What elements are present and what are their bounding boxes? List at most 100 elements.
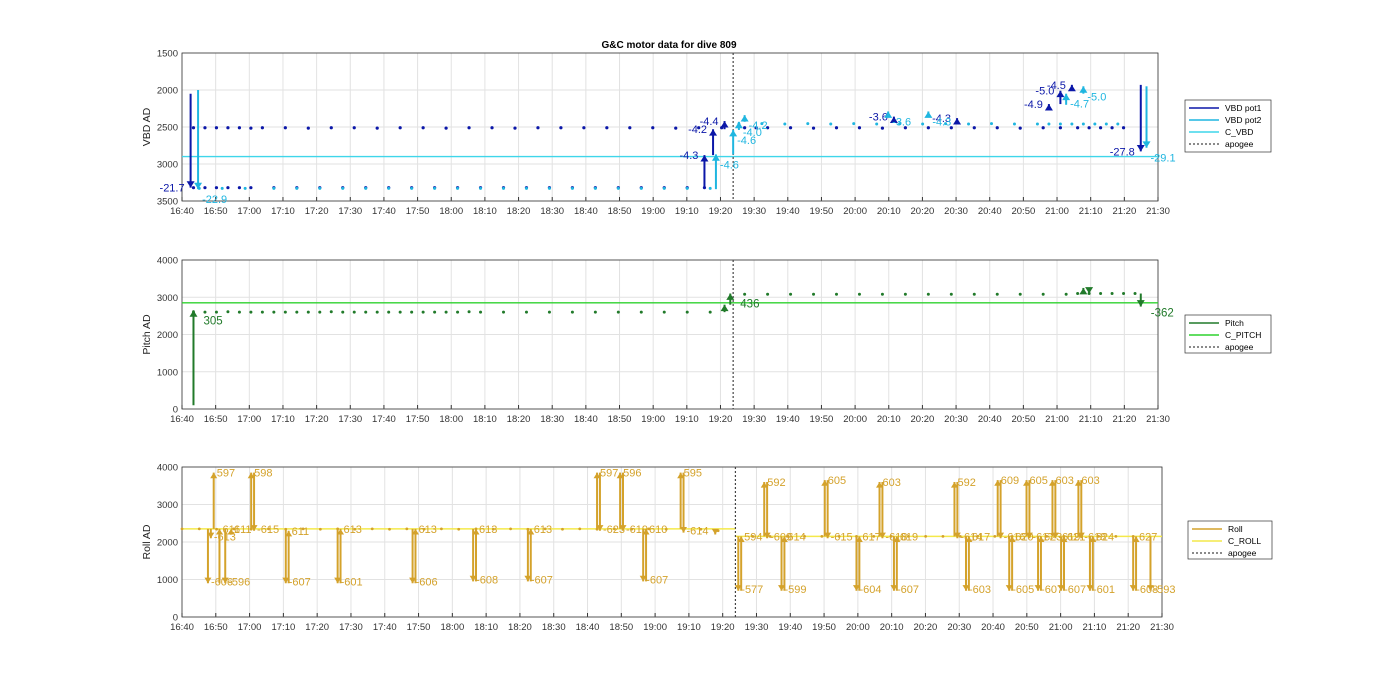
roll-point — [370, 527, 374, 531]
roll-point — [388, 527, 391, 531]
roll-move-head — [737, 536, 745, 542]
vbd-pot2-move-head — [194, 182, 203, 190]
y-tick-label: 2500 — [157, 123, 178, 134]
vbd-pot1-point — [375, 126, 379, 130]
x-tick-label: 21:30 — [1146, 414, 1170, 425]
vbd-pot2-point — [318, 186, 322, 190]
pitch-point — [398, 310, 402, 314]
x-tick-label: 19:40 — [776, 414, 800, 425]
roll-move-head — [778, 585, 786, 591]
x-tick-label: 20:50 — [1015, 622, 1039, 633]
vbd-pot2-move-head — [729, 129, 738, 137]
vbd-pot2-point — [593, 186, 597, 190]
roll-label: 627 — [1139, 531, 1157, 543]
roll-move-head — [210, 472, 218, 479]
roll-label: 603 — [1081, 475, 1099, 487]
vbd-pot2-label: -29.1 — [1151, 153, 1176, 165]
pitch-point — [743, 292, 747, 296]
vbd-pot2-point — [1047, 122, 1051, 126]
vbd-pot2-point — [524, 186, 528, 190]
vbd-pot1-point — [329, 126, 333, 130]
pitch-point — [880, 292, 884, 296]
vbd-pot2-point — [806, 122, 810, 126]
x-tick-label: 17:40 — [373, 622, 397, 633]
vbd-pot2-point — [875, 122, 879, 126]
roll-move-head — [1051, 532, 1059, 539]
roll-move-head — [337, 528, 345, 535]
vbd-pot1-move-head — [889, 116, 898, 124]
x-tick-label: 18:10 — [474, 622, 498, 633]
roll-label: 596 — [623, 468, 641, 480]
x-tick-label: 20:30 — [947, 622, 971, 633]
roll-label: -604 — [859, 584, 881, 596]
x-tick-label: 21:10 — [1079, 206, 1103, 217]
x-tick-label: 17:10 — [271, 414, 295, 425]
roll-point — [197, 527, 201, 531]
roll-label: 605 — [828, 475, 846, 487]
vbd-pot1-point — [651, 126, 655, 130]
vbd-pot1-point — [398, 126, 402, 130]
roll-point — [941, 534, 945, 538]
roll-move-head — [878, 532, 886, 539]
x-tick-label: 19:50 — [812, 622, 836, 633]
vbd-pot1-point — [811, 126, 816, 130]
roll-label: -601 — [341, 576, 363, 588]
roll-move-head — [1060, 536, 1068, 542]
roll-label: 603 — [883, 477, 901, 489]
vbd-pot2-point — [502, 186, 506, 190]
pitch-point — [283, 310, 287, 314]
roll-move-head — [596, 525, 604, 531]
roll-label: 595 — [684, 468, 702, 480]
roll-point — [509, 527, 512, 531]
x-tick-label: 20:40 — [978, 414, 1002, 425]
roll-move-head — [763, 532, 771, 539]
roll-move-head — [527, 528, 535, 535]
y-tick-label: 0 — [173, 405, 178, 416]
x-tick-label: 17:30 — [338, 206, 362, 217]
x-tick-label: 19:00 — [641, 206, 665, 217]
pitch-point — [444, 310, 448, 314]
x-tick-label: 16:50 — [204, 414, 228, 425]
vbd-pot2-point — [685, 186, 689, 190]
vbd-pot2-point — [1093, 122, 1097, 126]
pitch-panel: 16:40 16:50 17:00 17:10 17:20 17:30 17:40 17:50… — [141, 256, 1272, 425]
roll-move-head — [734, 585, 742, 591]
vbd-pot2-move-head — [1142, 141, 1151, 148]
vbd-pot2-point — [570, 186, 574, 190]
x-tick-label: 20:00 — [846, 622, 870, 633]
vbd-pot1-point — [857, 126, 862, 130]
pitch-point — [260, 310, 264, 314]
roll-move-head — [680, 527, 688, 533]
roll-move-head — [469, 575, 477, 582]
roll-move-head — [204, 577, 212, 584]
x-tick-label: 17:30 — [338, 414, 362, 425]
vbd-pot1-point — [628, 126, 632, 130]
roll-move-head — [282, 577, 290, 584]
vbd-pot1-point — [467, 126, 471, 130]
vbd-pot2-point — [662, 186, 666, 190]
pitch-point — [1133, 292, 1137, 296]
pitch-label: 305 — [203, 315, 222, 327]
roll-move-head — [1089, 536, 1097, 542]
y-tick-label: 4000 — [157, 463, 178, 474]
pitch-move-head — [720, 304, 729, 312]
vbd-pot1-point — [226, 126, 230, 130]
pitch-point — [433, 310, 437, 314]
legend-label: VBD pot2 — [1225, 115, 1262, 125]
vbd-pot1-point — [191, 186, 196, 190]
pitch-point — [616, 310, 620, 314]
x-tick-label: 19:40 — [776, 206, 800, 217]
x-tick-label: 16:50 — [204, 622, 228, 633]
x-tick-label: 19:30 — [742, 206, 766, 217]
vbd-pot2-point — [479, 186, 483, 190]
roll-move-head — [1034, 585, 1042, 591]
vbd-pot2-point — [387, 186, 391, 190]
roll-label: 609 — [1001, 475, 1019, 487]
vbd-pot2-move-head — [711, 154, 720, 161]
roll-label: 592 — [957, 477, 975, 489]
vbd-pot2-move-head — [884, 111, 893, 118]
x-tick-label: 21:20 — [1112, 206, 1136, 217]
pitch-point — [639, 310, 643, 314]
roll-label: -607 — [1041, 584, 1063, 596]
vbd-pot1-point — [1076, 126, 1080, 130]
